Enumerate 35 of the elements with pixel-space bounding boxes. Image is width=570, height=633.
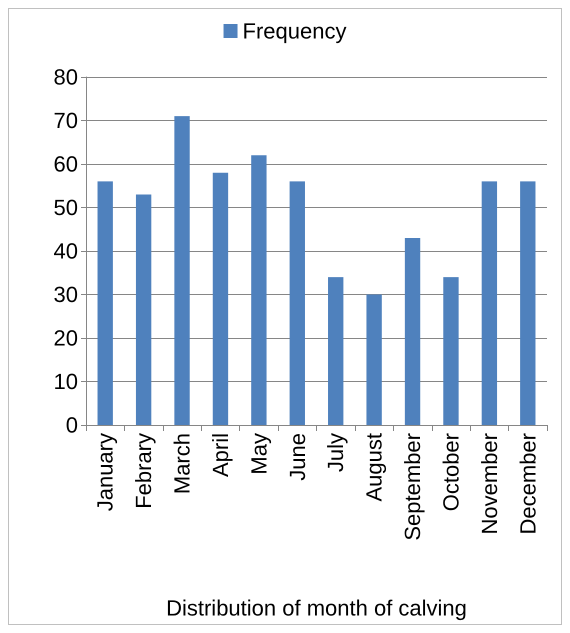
- y-tick-label: 60: [54, 152, 78, 176]
- x-tick-label: December: [515, 433, 540, 534]
- x-tick-label: January: [92, 433, 118, 512]
- bar: [404, 238, 420, 425]
- x-tick-label: September: [400, 433, 426, 541]
- bar: [520, 181, 536, 425]
- bar: [482, 181, 498, 425]
- y-tick-label: 80: [54, 64, 78, 90]
- legend-label: Frequency: [242, 18, 346, 44]
- x-tick-label: June: [284, 433, 310, 481]
- bar: [366, 294, 382, 425]
- y-tick-label: 30: [54, 282, 78, 307]
- bar: [98, 181, 113, 425]
- y-tick-label: 10: [54, 369, 78, 394]
- bar: [328, 277, 344, 425]
- bar: [251, 155, 267, 425]
- y-tick-label: 70: [54, 108, 78, 133]
- x-tick-label: April: [208, 433, 233, 478]
- x-tick-label: March: [170, 433, 195, 494]
- bar: [136, 194, 152, 425]
- y-tick-label: 20: [54, 326, 78, 350]
- bar: [174, 116, 190, 425]
- y-tick-label: 0: [66, 412, 78, 438]
- x-tick-label: October: [438, 433, 464, 512]
- x-tick-label: November: [476, 433, 502, 534]
- x-tick-label: Febrary: [131, 433, 156, 509]
- x-tick-label: May: [246, 433, 272, 475]
- x-axis-title: Distribution of month of calving: [166, 596, 467, 620]
- bar: [212, 172, 228, 425]
- y-tick-label: 40: [54, 238, 78, 264]
- bar: [443, 277, 459, 425]
- bar: [290, 181, 305, 425]
- y-tick-label: 50: [54, 195, 78, 220]
- x-tick-label: August: [362, 433, 387, 502]
- x-tick-label: July: [323, 433, 348, 472]
